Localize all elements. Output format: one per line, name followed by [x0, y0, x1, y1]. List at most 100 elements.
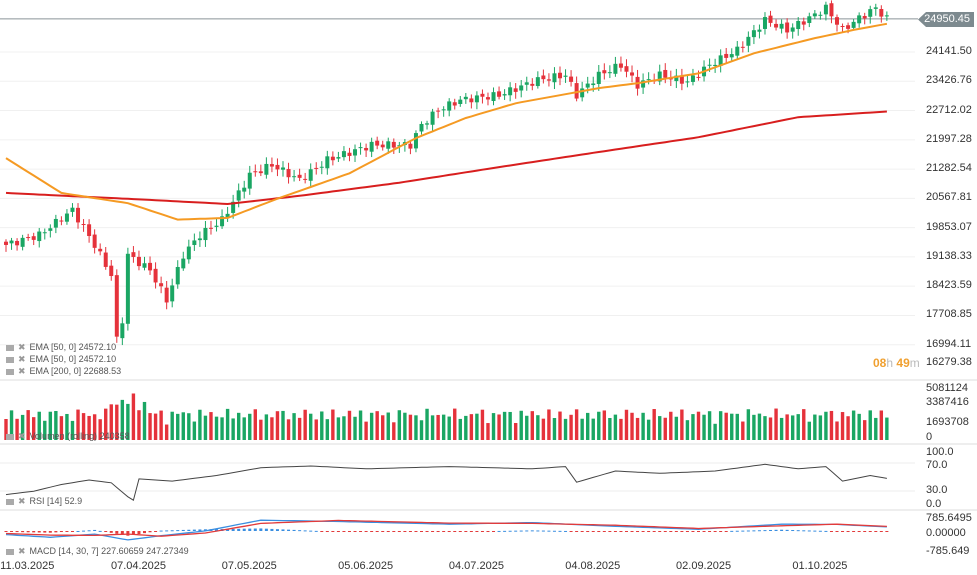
volume-bar: [591, 418, 595, 440]
candle-body: [829, 3, 834, 17]
candle-body: [192, 240, 197, 246]
legend-macd[interactable]: ✖ MACD [14, 30, 7] 227.60659 247.27349: [6, 546, 189, 557]
indicator-icon: [6, 344, 14, 351]
candle-body: [314, 167, 319, 169]
legend-ema200[interactable]: ✖ EMA [200, 0] 22688.53: [6, 366, 121, 377]
macd-histogram-bar: [741, 530, 745, 532]
volume-bar: [170, 411, 174, 440]
macd-histogram-bar: [414, 531, 418, 532]
legend-rsi[interactable]: ✖ RSI [14] 52.9: [6, 496, 82, 507]
volume-bar: [763, 416, 767, 440]
macd-histogram-bar: [364, 531, 368, 532]
candle-body: [779, 23, 784, 29]
price-axis-label: 16994.11: [926, 338, 972, 350]
macd-histogram-bar: [802, 530, 806, 532]
candle-body: [225, 213, 230, 218]
volume-bar: [436, 414, 440, 440]
candle-body: [574, 83, 579, 99]
close-icon[interactable]: ✖: [18, 546, 26, 556]
macd-histogram-bar: [691, 531, 695, 532]
macd-axis-label: -785.649: [926, 545, 970, 557]
legend-volume[interactable]: ✖ Volumen (rolling) 240358: [6, 431, 130, 442]
date-axis-label: 11.03.2025: [0, 560, 55, 572]
macd-histogram-bar: [259, 528, 263, 531]
macd-histogram-bar: [569, 531, 573, 532]
volume-bar: [375, 411, 379, 440]
candle-body: [873, 7, 878, 9]
candle-body: [497, 91, 502, 97]
candle-body: [70, 207, 75, 212]
volume-bar: [802, 409, 806, 440]
rsi-line: [5, 463, 887, 501]
volume-bar: [381, 415, 385, 440]
macd-histogram-bar: [187, 529, 191, 531]
macd-histogram-bar: [486, 531, 490, 532]
volume-bar: [187, 413, 191, 440]
legend-ema50-a[interactable]: ✖ EMA [50, 0] 24572.10: [6, 342, 116, 353]
macd-histogram-bar: [702, 531, 706, 532]
macd-histogram-bar: [26, 531, 30, 533]
volume-bar: [641, 412, 645, 440]
close-icon[interactable]: ✖: [18, 354, 26, 364]
volume-bar: [65, 413, 69, 440]
rsi-axis-label: 30.0: [926, 484, 948, 496]
volume-bar: [87, 415, 91, 440]
candle-body: [353, 149, 358, 156]
candle-body: [790, 27, 795, 32]
volume-bar: [508, 411, 512, 440]
macd-histogram-bar: [580, 531, 584, 532]
volume-bar: [746, 409, 751, 440]
date-axis-label: 05.06.2025: [338, 560, 394, 572]
close-icon[interactable]: ✖: [18, 431, 26, 441]
candle-body: [541, 75, 546, 80]
timer-minutes: 49: [896, 356, 910, 370]
macd-histogram-bar: [647, 531, 651, 532]
volume-bar: [59, 416, 64, 440]
candle-body: [203, 227, 208, 241]
close-icon[interactable]: ✖: [18, 342, 26, 352]
volume-bar: [281, 410, 285, 440]
candle-body: [596, 71, 601, 84]
volume-bar: [4, 419, 8, 440]
volume-bar: [303, 409, 307, 440]
legend-ema50-b[interactable]: ✖ EMA [50, 0] 24572.10: [6, 354, 116, 365]
volume-bar: [680, 409, 684, 440]
macd-histogram-bar: [863, 531, 867, 532]
volume-bar: [635, 417, 640, 440]
macd-histogram-bar: [325, 531, 329, 532]
candle-body: [690, 75, 695, 82]
volume-bar: [336, 417, 341, 440]
candle-body: [358, 147, 363, 149]
macd-histogram-bar: [82, 530, 86, 532]
macd-histogram-bar: [165, 530, 169, 532]
candle-body: [236, 190, 241, 201]
candle-body: [524, 82, 529, 85]
volume-bar: [325, 419, 330, 440]
date-axis-label: 01.10.2025: [792, 560, 848, 572]
volume-bar: [790, 415, 795, 440]
close-icon[interactable]: ✖: [18, 496, 26, 506]
volume-bar: [419, 420, 424, 440]
macd-histogram-bar: [370, 531, 374, 532]
macd-histogram-bar: [353, 531, 357, 532]
legend-text: MACD [14, 30, 7] 227.60659 247.27349: [29, 546, 189, 556]
legend-text: RSI [14] 52.9: [29, 496, 83, 506]
volume-bar: [807, 421, 811, 440]
macd-histogram-bar: [375, 531, 379, 532]
candle-body: [380, 144, 385, 148]
candle-body: [441, 109, 446, 111]
volume-bar: [242, 417, 246, 440]
volume-bar: [214, 416, 219, 440]
volume-bar: [81, 413, 86, 440]
macd-histogram-bar: [480, 531, 484, 532]
close-icon[interactable]: ✖: [18, 366, 26, 376]
volume-bar: [164, 424, 169, 440]
volume-bar: [397, 410, 402, 440]
volume-bar: [491, 413, 496, 440]
candle-body: [131, 252, 136, 257]
candle-body: [15, 240, 20, 246]
candle-body: [76, 207, 81, 223]
macd-histogram-bar: [835, 531, 839, 532]
macd-histogram-bar: [15, 531, 19, 533]
